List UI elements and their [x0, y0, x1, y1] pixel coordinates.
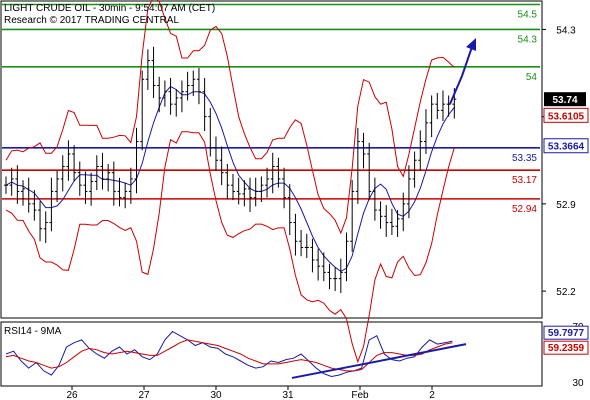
level-label: 52.94 [512, 204, 537, 215]
rsi-line [5, 330, 453, 378]
rsi-tick-label: 30 [572, 378, 584, 389]
price-tags: 53.74 53.6105 53.3664 [543, 92, 589, 154]
main-pane-frame [0, 0, 543, 319]
indicator-tag [543, 107, 589, 123]
bollinger-upper-line [5, 0, 455, 235]
level-label: 53.35 [512, 153, 537, 164]
rsi-value-label: 59.7977 [548, 328, 585, 339]
x-tick-label: 27 [138, 390, 150, 400]
indicator-tag-label: 53.3664 [548, 142, 585, 153]
x-axis: 26 27 30 31 Feb 2 [66, 386, 435, 400]
rsi-ma-label: 59.2359 [548, 343, 585, 354]
rsi-ma-tag [543, 340, 589, 355]
price-bars [4, 46, 457, 293]
chart-subtitle: Research © 2017 TRADING CENTRAL [4, 15, 179, 26]
indicator-tag [543, 138, 589, 154]
chart-title: LIGHT CRUDE OIL - 30min - 9:54:07 AM (CE… [4, 3, 215, 14]
x-tick-label: 26 [66, 390, 78, 400]
x-tick-label: Feb [351, 390, 369, 400]
y-tick-label: 52.9 [556, 200, 576, 211]
level-label: 54.5 [518, 9, 538, 20]
level-label: 54 [526, 72, 538, 83]
level-label: 54.3 [518, 34, 538, 45]
rsi-value-tag [543, 325, 589, 340]
rsi-trendline [291, 343, 467, 379]
y-tick-label: 52.2 [556, 287, 576, 298]
level-lines: 54.5 54.3 54 53.35 53.17 52.94 [2, 3, 540, 215]
forecast-arrow-icon [449, 38, 476, 105]
x-tick-label: 2 [429, 390, 435, 400]
rsi-pane-frame [0, 321, 543, 387]
x-tick-label: 31 [282, 390, 294, 400]
bollinger-lower-line [5, 131, 455, 364]
last-price-label: 53.74 [552, 95, 577, 106]
y-axis: 54.353.652.952.2 [542, 25, 576, 298]
rsi-series [5, 330, 467, 379]
bollinger-bands [5, 0, 455, 364]
rsi-label: RSI14 - 9MA [4, 326, 62, 337]
moving-average-line [5, 85, 455, 272]
x-tick-label: 30 [210, 390, 222, 400]
level-label: 53.17 [512, 175, 537, 186]
y-tick-label: 54.3 [556, 25, 576, 36]
indicator-tag-label: 53.6105 [548, 111, 585, 122]
rsi-ma-line [5, 339, 453, 372]
last-price-tag [544, 92, 586, 107]
